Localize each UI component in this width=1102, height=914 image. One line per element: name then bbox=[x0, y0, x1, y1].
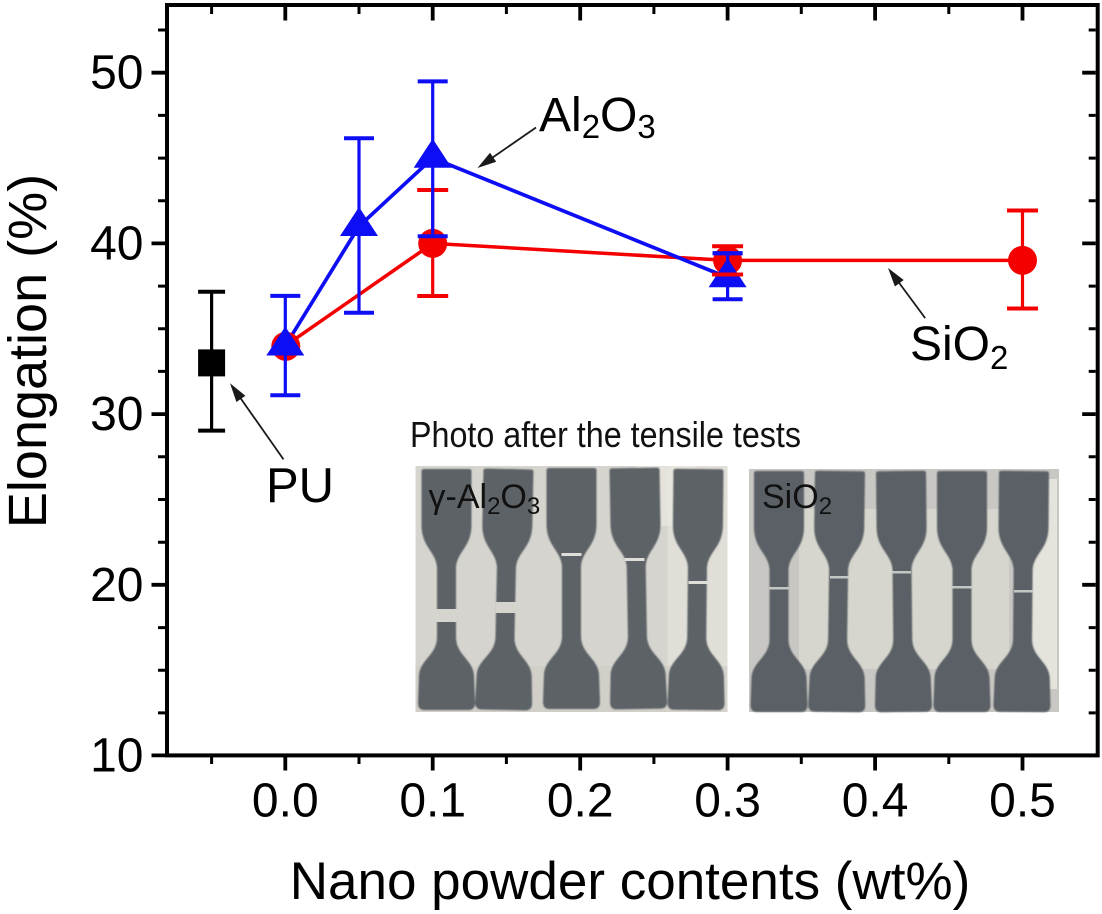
svg-text:10: 10 bbox=[90, 729, 143, 782]
svg-text:20: 20 bbox=[90, 559, 143, 612]
svg-text:γ-Al2O3: γ-Al2O3 bbox=[429, 478, 541, 520]
svg-text:PU: PU bbox=[266, 459, 334, 513]
svg-text:0.2: 0.2 bbox=[547, 774, 614, 827]
svg-text:0.1: 0.1 bbox=[399, 774, 466, 827]
svg-text:0.3: 0.3 bbox=[694, 774, 761, 827]
svg-text:Photo after the tensile tests: Photo after the tensile tests bbox=[410, 414, 801, 455]
svg-text:0.5: 0.5 bbox=[989, 774, 1056, 827]
svg-text:0.4: 0.4 bbox=[842, 774, 909, 827]
svg-text:Nano powder contents (wt%): Nano powder contents (wt%) bbox=[290, 852, 971, 911]
svg-text:0.0: 0.0 bbox=[252, 774, 319, 827]
svg-text:SiO2: SiO2 bbox=[910, 318, 1008, 376]
svg-text:30: 30 bbox=[90, 388, 143, 441]
svg-text:Al2O3: Al2O3 bbox=[539, 89, 656, 145]
svg-text:40: 40 bbox=[90, 217, 143, 270]
svg-text:50: 50 bbox=[90, 47, 143, 100]
svg-text:Elongation (%): Elongation (%) bbox=[0, 174, 58, 528]
